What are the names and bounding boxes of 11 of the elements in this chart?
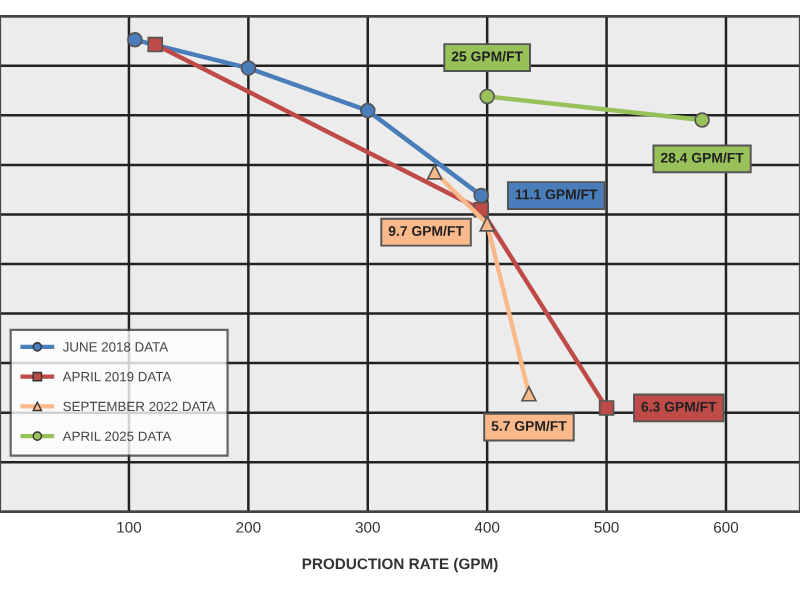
point	[479, 88, 495, 105]
point	[240, 60, 257, 76]
point	[426, 164, 443, 180]
point	[479, 216, 495, 232]
point	[694, 112, 710, 128]
point	[521, 386, 537, 402]
point	[359, 102, 376, 119]
point	[473, 187, 489, 204]
point	[598, 400, 615, 416]
point	[147, 36, 164, 53]
point	[127, 32, 143, 48]
